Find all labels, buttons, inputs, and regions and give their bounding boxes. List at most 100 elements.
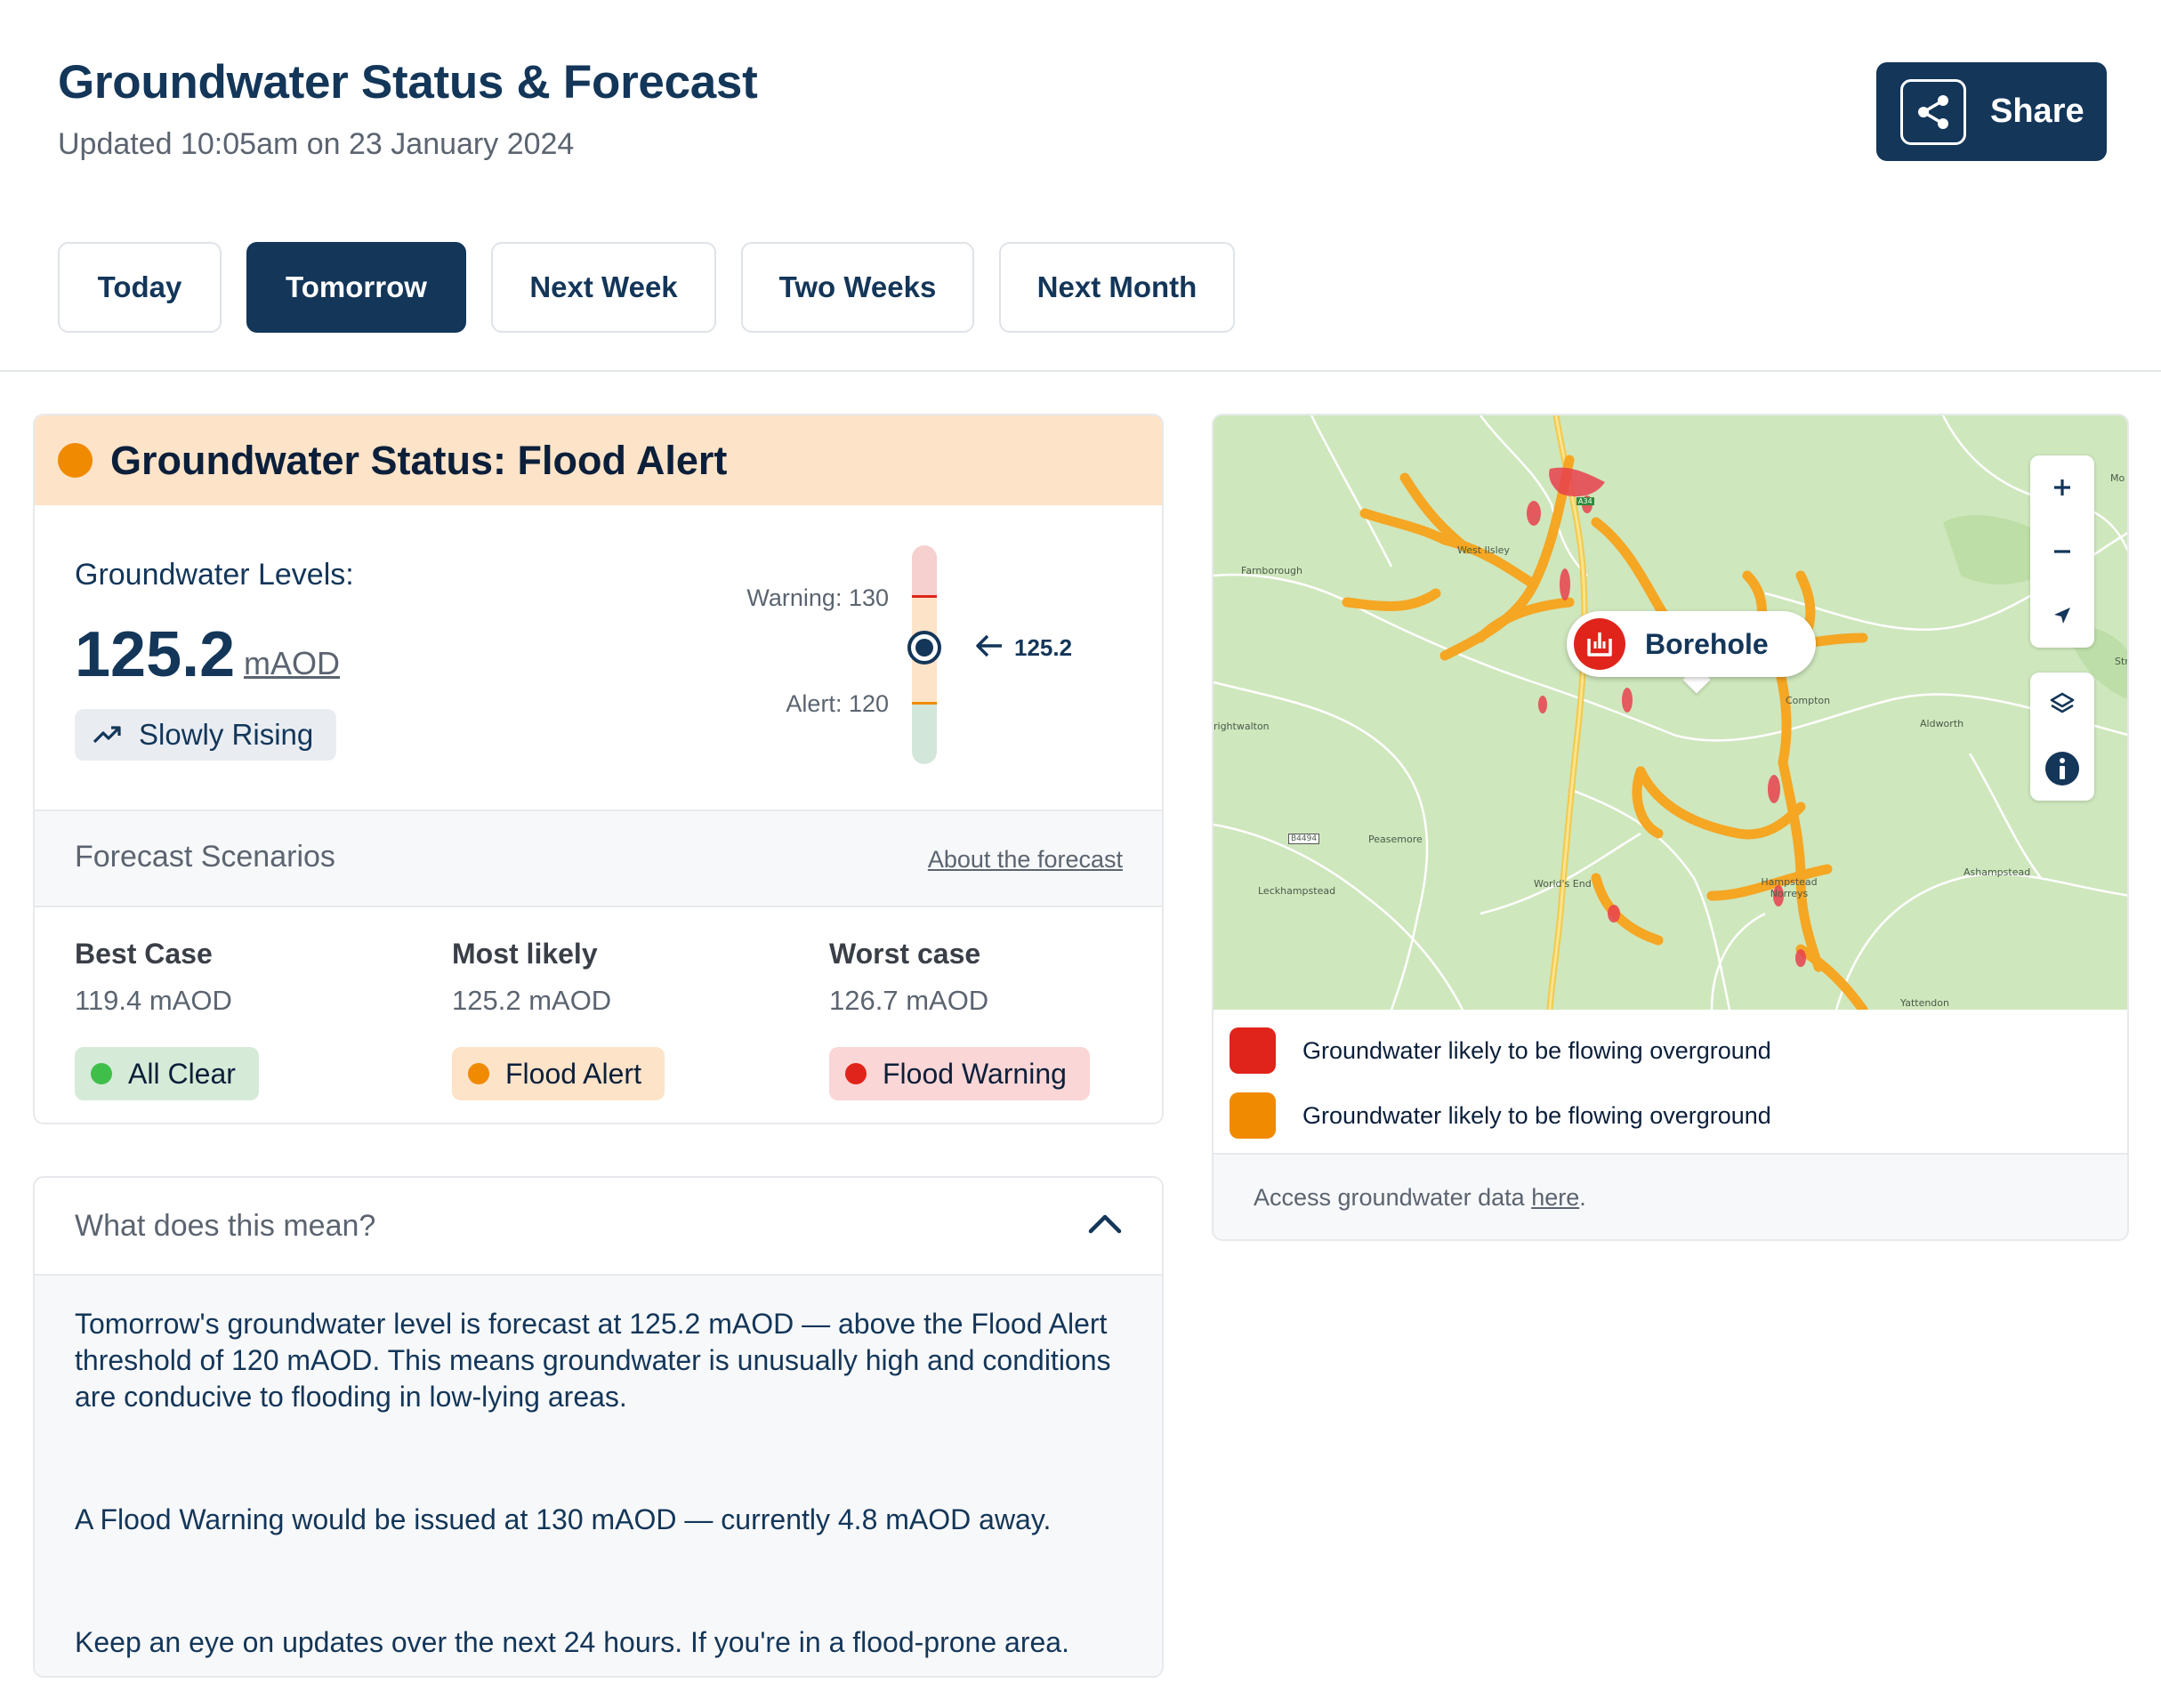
map-road-label: A34 — [1576, 497, 1594, 505]
map-place-label: rightwalton — [1214, 721, 1270, 732]
info-icon — [2045, 752, 2079, 786]
about-forecast-link[interactable]: About the forecast — [927, 846, 1123, 873]
legend-item: Groundwater likely to be flowing overgro… — [1230, 1025, 1771, 1076]
arrow-left-icon — [976, 634, 1002, 657]
chevron-up-icon — [1088, 1214, 1122, 1234]
trend-label: Slowly Rising — [139, 718, 314, 751]
map-place-label: Farnborough — [1241, 565, 1303, 576]
time-tabs: Today Tomorrow Next Week Two Weeks Next … — [58, 242, 1260, 333]
groundwater-data-link[interactable]: here — [1531, 1184, 1580, 1211]
gauge-warning-tick — [912, 595, 937, 598]
map-place-label: Yattendon — [1900, 997, 1949, 1009]
minus-icon — [2054, 550, 2070, 553]
scenario-worst: Worst case 126.7 mAOD — [829, 938, 988, 1017]
legend-swatch — [1230, 1092, 1276, 1139]
explanation-accordion: What does this mean? Tomorrow's groundwa… — [33, 1176, 1164, 1678]
map-place-label: Hampstead Norreys — [1761, 876, 1818, 899]
share-label: Share — [1990, 93, 2084, 130]
scenario-status: Flood Warning — [883, 1057, 1067, 1090]
legend-swatch — [1230, 1027, 1276, 1074]
header-divider — [0, 370, 2161, 372]
map-place-label: Ashampstead — [1963, 866, 2031, 878]
status-card: Groundwater Status: Flood Alert Groundwa… — [33, 414, 1164, 1124]
accordion-toggle[interactable]: What does this mean? — [35, 1178, 1162, 1274]
info-button[interactable] — [2030, 737, 2094, 801]
page-title: Groundwater Status & Forecast — [58, 56, 758, 109]
trending-up-icon — [93, 726, 121, 744]
separator — [35, 906, 1162, 907]
explanation-paragraph: Keep an eye on updates over the next 24 … — [75, 1626, 1069, 1658]
map-footer-text: Access groundwater data here. — [1254, 1184, 1586, 1212]
map-place-label: Stre — [2115, 656, 2129, 667]
gauge-warning-zone — [912, 545, 937, 596]
explanation-paragraph: A Flood Warning would be issued at 130 m… — [75, 1503, 1052, 1535]
scenario-status: Flood Alert — [505, 1057, 641, 1090]
status-dot — [468, 1063, 489, 1084]
updated-timestamp: Updated 10:05am on 23 January 2024 — [58, 127, 575, 161]
scenario-value: 125.2 mAOD — [452, 985, 612, 1016]
share-icon — [1900, 78, 1966, 145]
gauge-marker-value: 125.2 — [1014, 634, 1073, 661]
gauge-alert-tick — [912, 702, 937, 705]
legend-item: Groundwater likely to be flowing overgro… — [1230, 1090, 1771, 1141]
borehole-marker[interactable]: Borehole — [1567, 611, 1816, 677]
share-button[interactable]: Share — [1876, 62, 2107, 161]
scenario-name: Best Case — [75, 938, 213, 970]
scenario-status: All Clear — [128, 1057, 236, 1090]
footer-suffix: . — [1579, 1184, 1586, 1211]
zoom-out-button[interactable] — [2030, 520, 2094, 584]
scenario-most-likely: Most likely 125.2 mAOD — [452, 938, 611, 1017]
map-place-label: Leckhampstead — [1258, 885, 1336, 897]
tab-two-weeks[interactable]: Two Weeks — [741, 242, 974, 333]
level-unit: mAOD — [244, 645, 340, 681]
borehole-label: Borehole — [1645, 627, 1769, 660]
map-card: Farnborough West Ilsley Compton Aldworth… — [1212, 414, 2129, 1241]
legend-text: Groundwater likely to be flowing overgro… — [1302, 1036, 1771, 1064]
map-base — [1214, 415, 2127, 1010]
trend-badge: Slowly Rising — [75, 709, 336, 761]
zoom-in-button[interactable] — [2030, 455, 2094, 520]
separator — [35, 810, 1162, 811]
gauge-clear-zone — [912, 703, 937, 764]
forecast-title: Forecast Scenarios — [75, 840, 335, 874]
layers-icon — [2050, 692, 2075, 713]
status-dot — [845, 1063, 867, 1084]
accordion-body: Tomorrow's groundwater level is forecast… — [35, 1274, 1162, 1676]
tab-next-week[interactable]: Next Week — [491, 242, 716, 333]
status-dot — [58, 443, 93, 478]
status-title: Groundwater Status: Flood Alert — [110, 437, 728, 483]
location-arrow-icon — [2054, 608, 2070, 624]
scenario-badge-flood-alert: Flood Alert — [452, 1047, 665, 1100]
locate-button[interactable] — [2030, 584, 2094, 648]
status-dot — [91, 1063, 112, 1084]
scenario-badge-all-clear: All Clear — [75, 1047, 259, 1100]
borehole-icon — [1574, 618, 1625, 670]
legend-text: Groundwater likely to be flowing overgro… — [1302, 1101, 1771, 1129]
map-place-label: Mo — [2110, 472, 2125, 484]
map-place-label: Aldworth — [1920, 718, 1964, 729]
map-zoom-controls — [2030, 455, 2094, 648]
flood-map[interactable]: Farnborough West Ilsley Compton Aldworth… — [1214, 415, 2129, 1010]
explanation-paragraph: Tomorrow's groundwater level is forecast… — [75, 1308, 1111, 1413]
map-place-label: Compton — [1786, 695, 1831, 706]
tab-tomorrow[interactable]: Tomorrow — [246, 242, 466, 333]
map-place-label: West Ilsley — [1457, 544, 1510, 556]
map-layer-controls — [2030, 673, 2094, 801]
map-road-label: B4494 — [1288, 834, 1320, 844]
plus-icon — [2054, 479, 2070, 495]
scenario-name: Most likely — [452, 938, 598, 970]
scenario-value: 119.4 mAOD — [75, 985, 232, 1016]
accordion-title: What does this mean? — [75, 1208, 376, 1243]
tab-today[interactable]: Today — [58, 242, 222, 333]
gauge-bar — [912, 545, 937, 764]
gauge-marker — [907, 631, 941, 665]
level-value: 125.2 — [75, 619, 236, 690]
map-place-label: Peasemore — [1368, 834, 1423, 845]
map-footer: Access groundwater data here. — [1214, 1153, 2127, 1239]
levels-label: Groundwater Levels: — [75, 558, 354, 592]
map-place-label: World's End — [1534, 878, 1592, 890]
footer-prefix: Access groundwater data — [1254, 1184, 1532, 1211]
scenario-name: Worst case — [829, 938, 981, 970]
tab-next-month[interactable]: Next Month — [999, 242, 1235, 333]
layers-button[interactable] — [2030, 673, 2094, 737]
